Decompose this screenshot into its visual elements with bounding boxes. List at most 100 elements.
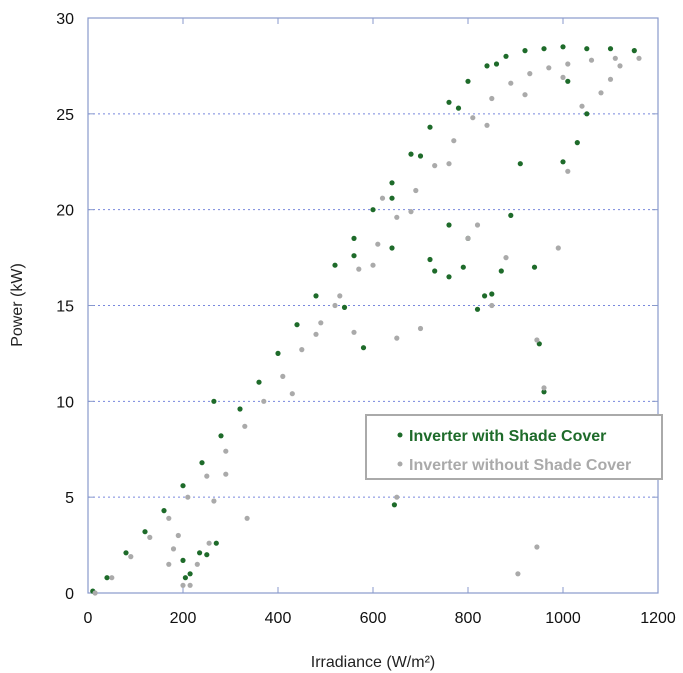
point-with-shade-cover — [493, 61, 500, 67]
point-without-shade-cover — [636, 55, 642, 61]
point-with-shade-cover — [180, 557, 186, 564]
x-tick-label: 1200 — [640, 610, 676, 627]
point-without-shade-cover — [170, 546, 177, 552]
point-without-shade-cover — [261, 398, 267, 404]
point-with-shade-cover — [560, 159, 566, 165]
point-with-shade-cover — [474, 306, 481, 312]
x-tick-label: 200 — [170, 610, 197, 627]
point-without-shade-cover — [607, 76, 614, 82]
point-without-shade-cover — [394, 214, 400, 220]
y-axis-ticks: 0 5 10 15 20 25 30 — [56, 11, 658, 603]
point-with-shade-cover — [536, 341, 542, 347]
point-with-shade-cover — [560, 44, 566, 50]
point-with-shade-cover — [332, 262, 338, 268]
point-with-shade-cover — [294, 322, 300, 328]
point-without-shade-cover — [180, 582, 186, 588]
point-without-shade-cover — [446, 161, 452, 167]
point-with-shade-cover — [482, 293, 488, 299]
y-axis-title: Power (kW) — [9, 263, 26, 347]
point-without-shade-cover — [128, 554, 134, 560]
point-with-shade-cover — [211, 398, 217, 404]
point-with-shade-cover — [204, 552, 210, 558]
point-without-shade-cover — [560, 74, 566, 80]
point-without-shade-cover — [332, 302, 338, 309]
point-without-shade-cover — [617, 63, 623, 69]
point-with-shade-cover — [427, 124, 433, 130]
point-with-shade-cover — [522, 48, 528, 54]
point-without-shade-cover — [546, 65, 552, 71]
point-without-shade-cover — [522, 92, 528, 98]
point-without-shade-cover — [92, 590, 98, 596]
point-with-shade-cover — [182, 575, 188, 581]
point-with-shade-cover — [351, 235, 357, 241]
point-without-shade-cover — [204, 473, 210, 479]
point-without-shade-cover — [394, 335, 400, 341]
point-without-shade-cover — [489, 302, 495, 309]
point-with-shade-cover — [104, 575, 110, 581]
x-tick-label: 400 — [265, 610, 292, 627]
point-without-shade-cover — [211, 498, 217, 504]
point-without-shade-cover — [565, 61, 571, 67]
point-with-shade-cover — [408, 151, 414, 157]
point-without-shade-cover — [408, 209, 414, 215]
point-without-shade-cover — [206, 540, 212, 546]
point-with-shade-cover — [631, 48, 637, 54]
point-with-shade-cover — [517, 161, 523, 167]
x-tick-label: 800 — [455, 610, 482, 627]
point-with-shade-cover — [489, 291, 495, 297]
point-with-shade-cover — [455, 105, 462, 111]
point-without-shade-cover — [484, 122, 490, 128]
legend-label-with-shade: Inverter with Shade Cover — [409, 428, 606, 445]
point-without-shade-cover — [508, 80, 514, 86]
point-with-shade-cover — [427, 256, 433, 263]
point-with-shade-cover — [432, 268, 438, 274]
point-with-shade-cover — [199, 460, 205, 466]
point-with-shade-cover — [574, 140, 580, 146]
point-with-shade-cover — [161, 508, 167, 514]
legend-label-without-shade: Inverter without Shade Cover — [409, 457, 631, 474]
point-with-shade-cover — [360, 345, 367, 351]
y-tick-label: 25 — [56, 107, 74, 124]
point-without-shade-cover — [194, 561, 200, 567]
point-with-shade-cover — [142, 529, 148, 535]
point-with-shade-cover — [237, 406, 243, 412]
point-without-shade-cover — [313, 331, 319, 337]
point-with-shade-cover — [391, 502, 397, 508]
point-with-shade-cover — [541, 46, 547, 52]
point-without-shade-cover — [370, 262, 376, 268]
data-points — [90, 44, 642, 596]
point-without-shade-cover — [417, 325, 424, 332]
point-without-shade-cover — [489, 95, 495, 102]
point-without-shade-cover — [432, 163, 438, 169]
point-with-shade-cover — [460, 264, 466, 270]
x-axis-ticks: 0 200 400 600 800 1000 1200 — [84, 18, 676, 627]
point-without-shade-cover — [166, 515, 172, 521]
point-without-shade-cover — [375, 241, 381, 247]
point-without-shade-cover — [244, 515, 250, 521]
point-without-shade-cover — [166, 561, 172, 567]
point-without-shade-cover — [318, 320, 324, 326]
gridlines — [88, 113, 658, 498]
point-with-shade-cover — [275, 350, 281, 356]
point-with-shade-cover — [584, 111, 590, 117]
y-tick-label: 20 — [56, 203, 74, 220]
point-with-shade-cover — [187, 571, 193, 577]
x-tick-label: 1000 — [545, 610, 581, 627]
point-with-shade-cover — [446, 222, 452, 228]
point-without-shade-cover — [299, 347, 305, 353]
point-with-shade-cover — [565, 78, 571, 84]
legend-marker-without-shade — [397, 461, 403, 467]
point-with-shade-cover — [123, 550, 129, 556]
point-without-shade-cover — [109, 575, 115, 581]
y-tick-label: 0 — [65, 586, 74, 603]
point-with-shade-cover — [370, 207, 376, 213]
point-without-shade-cover — [470, 115, 476, 121]
point-without-shade-cover — [394, 494, 400, 500]
point-without-shade-cover — [534, 337, 540, 343]
point-with-shade-cover — [498, 268, 504, 274]
point-without-shade-cover — [451, 138, 457, 144]
point-with-shade-cover — [446, 99, 452, 105]
point-without-shade-cover — [147, 534, 153, 541]
point-without-shade-cover — [223, 471, 229, 477]
